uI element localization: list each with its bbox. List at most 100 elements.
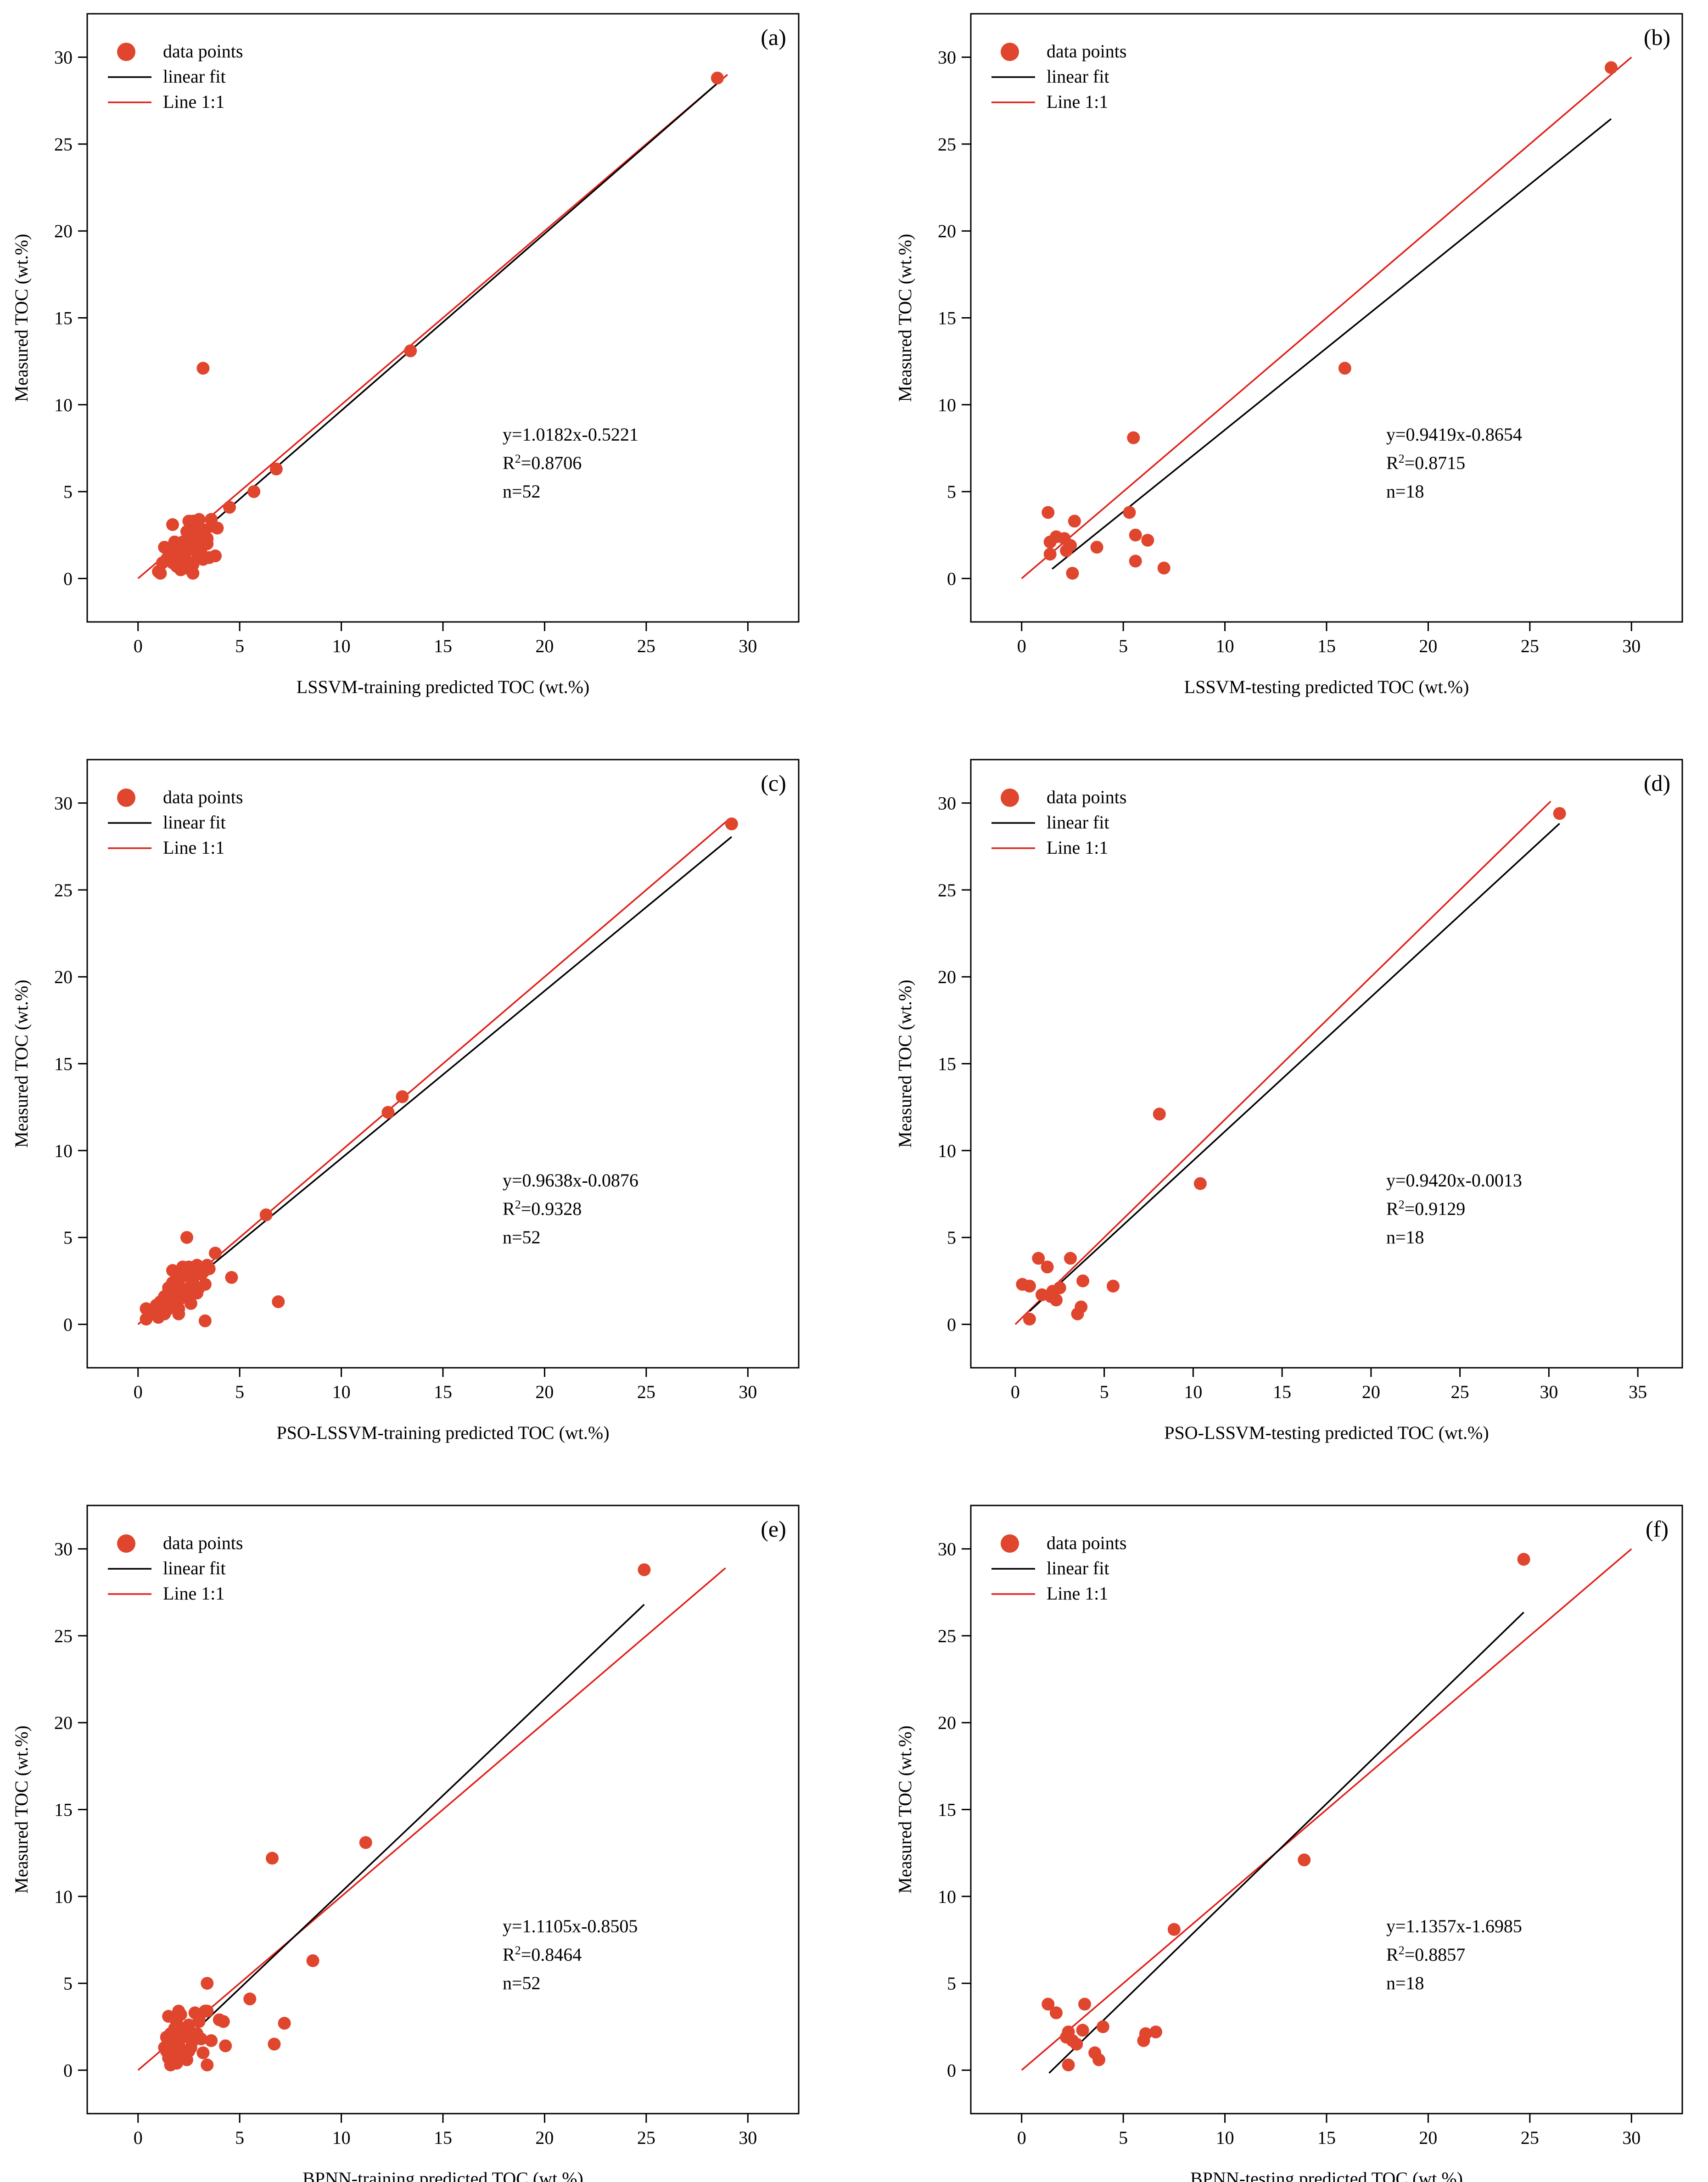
legend-marker-points: [117, 789, 135, 807]
data-point: [638, 1563, 651, 1577]
data-point: [243, 1992, 257, 2006]
data-point: [1517, 1553, 1530, 1566]
n-label: n=52: [503, 1973, 541, 1993]
y-tick-label: 25: [54, 1626, 73, 1646]
data-point: [1090, 541, 1103, 554]
y-tick-label: 15: [938, 308, 956, 329]
data-point: [219, 2039, 232, 2053]
y-tick-label: 15: [938, 1054, 956, 1074]
data-point: [166, 518, 179, 531]
legend-label-fit: linear fit: [1047, 66, 1109, 87]
y-tick-label: 25: [54, 880, 73, 901]
y-tick-label: 0: [947, 2060, 956, 2081]
r2-prefix: R: [503, 1198, 515, 1219]
x-tick-label: 5: [1119, 636, 1128, 656]
legend-label-identity: Line 1:1: [163, 1583, 224, 1604]
y-tick-label: 30: [938, 47, 956, 68]
y-tick-label: 30: [54, 1539, 73, 1560]
identity-line: [1014, 800, 1551, 1325]
data-point: [198, 1314, 212, 1327]
fit-line: [1052, 118, 1612, 570]
data-point: [1071, 1307, 1084, 1320]
x-tick-label: 25: [1451, 1382, 1469, 1402]
panel-label: (f): [1646, 1516, 1669, 1542]
y-tick-label: 30: [54, 793, 73, 814]
legend-label-points: data points: [163, 787, 243, 807]
x-tick-label: 0: [134, 636, 143, 656]
y-axis-title: Measured TOC (wt.%): [895, 234, 915, 402]
data-point: [1157, 561, 1170, 575]
equation-label: y=0.9638x-0.0876: [503, 1170, 638, 1191]
y-tick-label: 5: [63, 481, 73, 502]
legend-marker-points: [1001, 789, 1019, 807]
data-point: [1605, 61, 1618, 74]
r2-label: R2=0.9328: [503, 1198, 582, 1220]
x-tick-label: 15: [1317, 636, 1336, 656]
x-tick-label: 15: [434, 636, 452, 656]
r2-value: =0.9328: [521, 1198, 582, 1219]
x-axis-title: LSSVM-training predicted TOC (wt.%): [297, 677, 589, 697]
data-point: [201, 1977, 214, 1990]
y-tick-label: 20: [938, 967, 956, 987]
legend-label-points: data points: [163, 41, 243, 62]
r2-value: =0.8464: [521, 1944, 582, 1965]
r2-label: R2=0.8715: [1386, 452, 1465, 474]
r2-superscript: 2: [1399, 452, 1405, 465]
x-tick-label: 35: [1629, 1382, 1647, 1402]
y-axis-title: Measured TOC (wt.%): [895, 979, 915, 1147]
data-point: [1064, 1252, 1077, 1265]
y-tick-label: 0: [63, 1314, 73, 1335]
x-tick-label: 0: [1011, 1382, 1020, 1402]
x-axis-title: LSSVM-testing predicted TOC (wt.%): [1184, 677, 1469, 697]
x-tick-label: 20: [535, 1382, 554, 1402]
x-tick-label: 25: [1521, 636, 1539, 656]
legend-label-identity: Line 1:1: [1047, 1583, 1108, 1604]
r2-label: R2=0.8706: [503, 452, 582, 474]
r2-prefix: R: [1386, 1198, 1399, 1219]
y-tick-label: 30: [54, 47, 73, 68]
fit-line: [1029, 822, 1560, 1312]
panel-label: (a): [761, 24, 786, 50]
y-tick-label: 25: [54, 134, 73, 155]
data-point: [306, 1954, 319, 1967]
legend-label-points: data points: [163, 1533, 243, 1553]
x-tick-label: 30: [1540, 1382, 1558, 1402]
y-tick-label: 25: [938, 1626, 956, 1646]
data-point: [1153, 1108, 1166, 1121]
legend-marker-points: [117, 43, 135, 61]
data-point: [1076, 2024, 1089, 2037]
x-tick-label: 25: [637, 636, 655, 656]
x-tick-label: 5: [1119, 2127, 1128, 2148]
data-point: [1123, 506, 1136, 519]
r2-label: R2=0.8464: [503, 1944, 582, 1965]
data-point: [1137, 2034, 1150, 2047]
chart-panel-d: 0 5 10 15 20 25 30 35 0 5 10 15 20 25 30 PSO-LSSVM-test…: [895, 759, 1683, 1443]
data-point: [396, 1090, 409, 1103]
equation-label: y=0.9420x-0.0013: [1386, 1170, 1522, 1191]
data-point: [266, 1852, 279, 1865]
y-tick-label: 15: [938, 1800, 956, 1820]
data-point: [201, 2004, 214, 2018]
data-point: [180, 525, 193, 538]
x-tick-label: 10: [332, 1382, 351, 1402]
fit-line: [164, 1604, 645, 2061]
data-point: [1167, 1923, 1181, 1936]
legend-label-points: data points: [1047, 41, 1126, 62]
identity-line: [137, 74, 728, 579]
y-tick-label: 15: [54, 308, 73, 329]
data-point: [1066, 567, 1079, 580]
data-point: [1193, 1177, 1207, 1190]
y-tick-label: 10: [938, 1886, 956, 1907]
y-tick-label: 10: [938, 1141, 956, 1161]
identity-line: [1021, 56, 1632, 579]
data-point: [164, 1287, 177, 1300]
legend-label-identity: Line 1:1: [163, 91, 224, 112]
x-tick-label: 10: [1216, 2127, 1234, 2148]
y-tick-label: 10: [54, 1886, 73, 1907]
x-tick-label: 30: [739, 1382, 757, 1402]
fit-line: [143, 836, 732, 1322]
data-point: [1042, 1997, 1055, 2011]
x-tick-label: 25: [637, 1382, 655, 1402]
data-point: [1553, 807, 1566, 820]
